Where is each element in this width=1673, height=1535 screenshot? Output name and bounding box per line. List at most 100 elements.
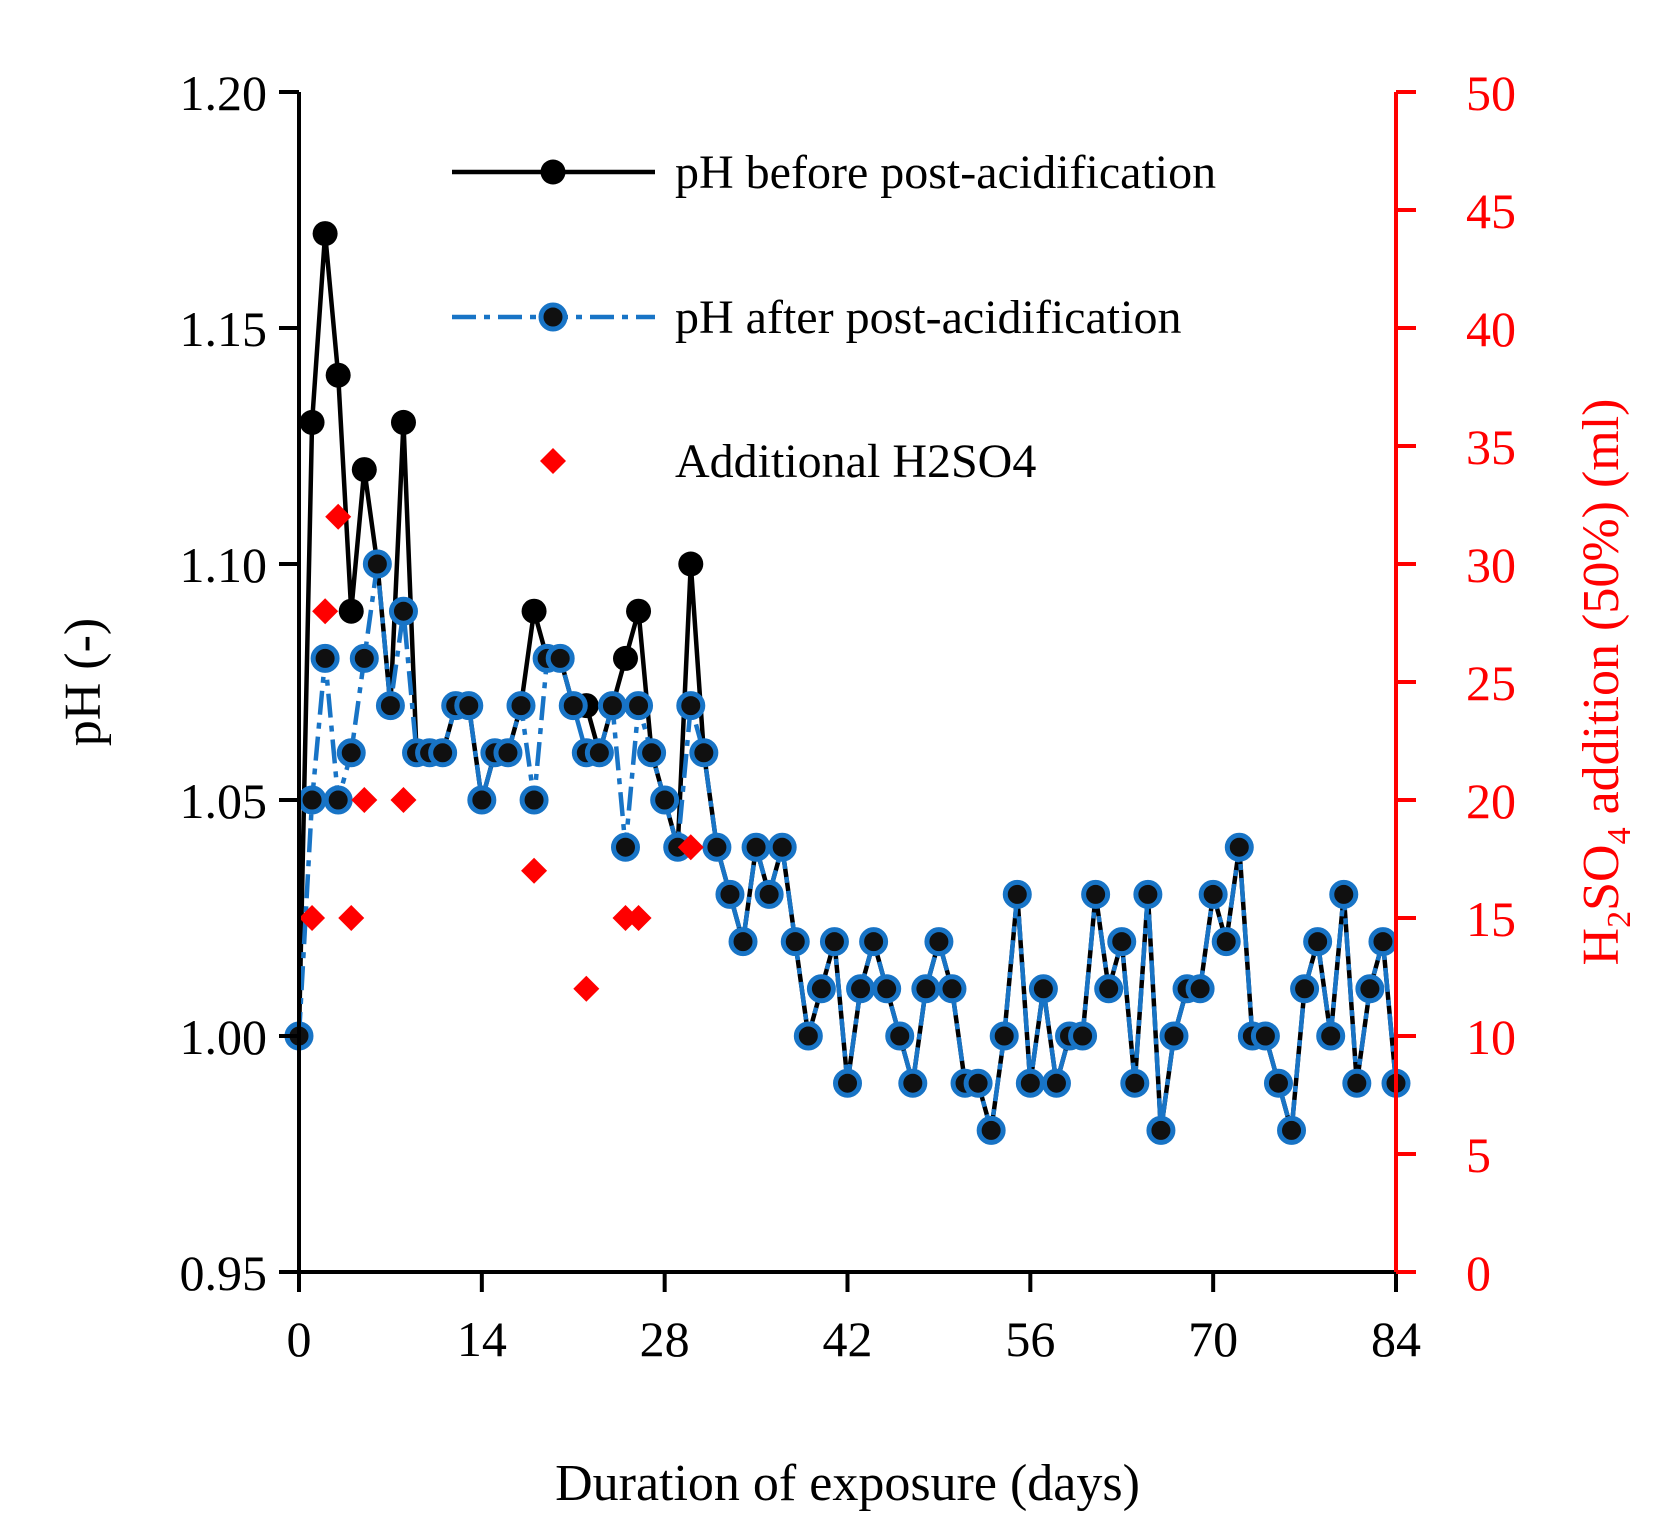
point-ph-after [1133, 879, 1163, 909]
point-ph-after [428, 738, 458, 768]
x-axis-title: Duration of exposure (days) [555, 1455, 1140, 1512]
point-h2so4 [325, 503, 352, 530]
y2-axis-title-part: SO [1573, 844, 1630, 910]
y2-tick-label: 15 [1466, 891, 1516, 947]
legend-marker-after [538, 302, 568, 332]
x-tick-label: 0 [287, 1311, 312, 1367]
x-tick-label: 28 [640, 1311, 690, 1367]
point-ph-after [650, 785, 680, 815]
point-ph-after [506, 691, 536, 721]
point-ph-after [806, 974, 836, 1004]
point-ph-after [1263, 1068, 1293, 1098]
y2-axis-title-part: addition (50%) (ml) [1573, 399, 1630, 828]
x-tick-label: 14 [457, 1311, 507, 1367]
point-ph-after [754, 879, 784, 909]
point-ph-after [1368, 927, 1398, 957]
point-ph-after [872, 974, 902, 1004]
point-ph-after [989, 1021, 1019, 1051]
y2-tick-label: 30 [1466, 537, 1516, 593]
y2-tick-label: 35 [1466, 419, 1516, 475]
point-ph-before [521, 598, 547, 624]
point-ph-after [1159, 1021, 1189, 1051]
point-ph-after [859, 927, 889, 957]
point-ph-after [1277, 1115, 1307, 1145]
point-ph-after [976, 1115, 1006, 1145]
point-ph-after [793, 1021, 823, 1051]
point-ph-after [898, 1068, 928, 1098]
y-tick-label: 1.10 [180, 537, 268, 593]
point-ph-after [375, 691, 405, 721]
point-ph-after [885, 1021, 915, 1051]
legend-label-before: pH before post-acidification [675, 146, 1216, 199]
point-ph-after [1316, 1021, 1346, 1051]
point-ph-after [1224, 832, 1254, 862]
point-ph-after [728, 927, 758, 957]
point-ph-after [1355, 974, 1385, 1004]
y2-tick-label: 5 [1466, 1127, 1491, 1183]
point-h2so4 [573, 975, 600, 1002]
point-ph-after [1329, 879, 1359, 909]
point-ph-after [741, 832, 771, 862]
point-ph-after [493, 738, 523, 768]
point-ph-before [338, 598, 364, 624]
point-ph-before [299, 409, 325, 435]
y-tick-label: 0.95 [180, 1245, 268, 1301]
point-ph-after [1250, 1021, 1280, 1051]
y2-axis-title-subscript: 4 [1601, 827, 1638, 844]
y2-tick-label: 40 [1466, 301, 1516, 357]
point-ph-after [1120, 1068, 1150, 1098]
point-ph-after [780, 927, 810, 957]
y2-tick-label: 45 [1466, 183, 1516, 239]
point-ph-after [911, 974, 941, 1004]
point-ph-after [676, 691, 706, 721]
point-h2so4 [390, 787, 417, 813]
point-ph-after [937, 974, 967, 1004]
point-ph-after [702, 832, 732, 862]
y-tick-label: 1.00 [180, 1009, 268, 1065]
legend-label-after: pH after post-acidification [675, 291, 1181, 344]
point-ph-after [846, 974, 876, 1004]
point-h2so4 [312, 598, 339, 625]
point-ph-after [1211, 927, 1241, 957]
point-ph-before [626, 598, 652, 624]
y2-tick-label: 0 [1466, 1245, 1491, 1301]
point-ph-after [349, 643, 379, 673]
y2-tick-label: 50 [1466, 65, 1516, 121]
point-ph-after [362, 549, 392, 579]
point-h2so4 [338, 905, 365, 931]
point-ph-after [1094, 974, 1124, 1004]
legend-marker-h2so4 [540, 448, 566, 474]
point-h2so4 [299, 905, 326, 931]
y-tick-label: 1.15 [180, 301, 268, 357]
point-ph-after [519, 785, 549, 815]
point-ph-after [1107, 927, 1137, 957]
y2-axis-title: H2SO4 addition (50%) (ml) [1573, 399, 1638, 966]
point-h2so4 [612, 905, 639, 931]
point-ph-after [558, 691, 588, 721]
point-h2so4 [521, 857, 548, 884]
point-ph-before [325, 362, 351, 388]
point-ph-after [584, 738, 614, 768]
point-ph-after [310, 643, 340, 673]
point-ph-after [1015, 1068, 1045, 1098]
y2-tick-label: 10 [1466, 1009, 1516, 1065]
point-ph-after [1303, 927, 1333, 957]
legend-label-h2so4: Additional H2SO4 [675, 435, 1036, 488]
point-h2so4 [351, 787, 378, 813]
point-ph-before [390, 409, 416, 435]
point-ph-after [610, 832, 640, 862]
x-tick-label: 70 [1188, 1311, 1238, 1367]
point-ph-after [819, 927, 849, 957]
y-tick-label: 1.20 [180, 65, 268, 121]
point-ph-after [545, 643, 575, 673]
legend-marker-before [540, 159, 566, 185]
x-tick-label: 42 [823, 1311, 873, 1367]
point-ph-after [689, 738, 719, 768]
point-ph-after [1081, 879, 1111, 909]
point-ph-after [1198, 879, 1228, 909]
point-ph-after [467, 785, 497, 815]
point-ph-after [715, 879, 745, 909]
point-ph-after [833, 1068, 862, 1098]
series-line-ph-before [296, 231, 1399, 1133]
